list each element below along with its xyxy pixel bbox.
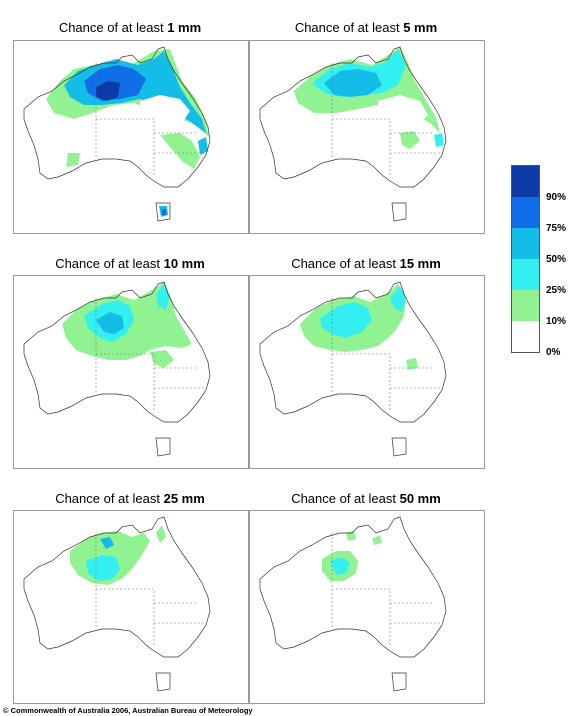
legend-label-50: 50% [546,254,567,265]
panel-title-5mm: Chance of at least 5 mm [294,20,438,35]
map-panel-1mm [13,40,249,234]
state-borders [95,533,204,647]
state-borders [331,63,440,177]
rain-probability-areas [300,284,418,370]
map-panel-25mm [13,510,249,704]
copyright-text: © Commonwealth of Australia 2006, Austra… [3,706,253,715]
rain-probability-areas [70,525,166,585]
panel-title-50mm: Chance of at least 50 mm [291,491,441,506]
panel-title-25mm: Chance of at least 25 mm [55,491,205,506]
legend-color-bar [511,165,540,353]
australia-outline [23,516,211,692]
rain-probability-areas [46,49,209,217]
panel-title-1mm: Chance of at least 1 mm [58,20,202,35]
legend-swatch-0 [512,321,539,352]
australia-outline [259,516,447,692]
rain-probability-areas [294,47,444,149]
map-panel-10mm [13,275,249,469]
legend-swatch-90 [512,166,539,197]
rain-probability-areas [62,282,192,368]
legend-swatch-10 [512,290,539,321]
australia-outline [23,46,211,222]
state-borders [95,63,204,177]
legend-swatch-50 [512,228,539,259]
legend-label-75: 75% [546,223,567,234]
legend-label-10: 10% [546,316,567,327]
legend-label-0: 0% [546,347,561,358]
panel-title-10mm: Chance of at least 10 mm [55,256,205,271]
australia-outline [259,281,447,457]
map-panel-50mm [249,510,485,704]
map-panel-5mm [249,40,485,234]
legend-label-25: 25% [546,285,567,296]
state-borders [95,298,204,412]
rain-probability-areas [322,531,382,581]
australia-outline [23,281,211,457]
australia-outline [259,46,447,222]
state-borders [331,298,440,412]
legend-swatch-25 [512,259,539,290]
legend-swatch-75 [512,197,539,228]
panel-title-15mm: Chance of at least 15 mm [291,256,441,271]
legend-label-90: 90% [546,192,567,203]
state-borders [331,533,440,647]
map-panel-15mm [249,275,485,469]
